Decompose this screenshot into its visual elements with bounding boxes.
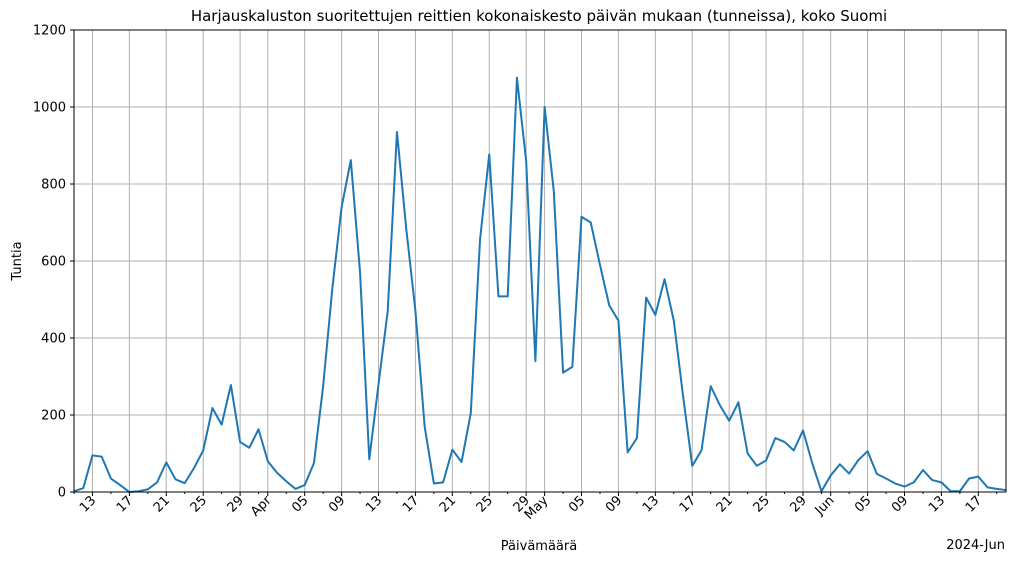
x-tick-label: 13 [363, 493, 385, 515]
x-tick-label: 13 [640, 493, 662, 515]
x-tick-label: 25 [751, 493, 773, 515]
x-tick-label: 21 [151, 493, 173, 515]
x-tick-label: Jun [812, 493, 838, 519]
y-tick-label: 0 [58, 486, 66, 501]
chart-title: Harjauskaluston suoritettujen reittien k… [191, 7, 887, 25]
x-tick-label: 25 [188, 493, 210, 515]
y-tick-label: 400 [41, 332, 66, 347]
x-tick-label: 05 [852, 493, 874, 515]
x-tick-label: Apr [248, 493, 275, 520]
x-tick-label: 17 [400, 493, 422, 515]
x-tick-label: 13 [77, 493, 99, 515]
series-line [73, 76, 1007, 493]
x-tick-label: 05 [566, 493, 588, 515]
y-tick-label: 1200 [33, 24, 66, 39]
x-tick-label: 29 [788, 493, 810, 515]
y-tick-label: 1000 [33, 101, 66, 116]
x-tick-label: 09 [889, 493, 911, 515]
x-axis-label: Päivämäärä [501, 539, 577, 554]
y-axis-label: Tuntia [10, 241, 25, 281]
x-tick-label: 21 [437, 493, 459, 515]
x-tick-label: 09 [603, 493, 625, 515]
x-axis-offset-label: 2024-Jun [946, 538, 1005, 553]
x-tick-label: 25 [474, 493, 496, 515]
x-tick-label: 29 [225, 493, 247, 515]
y-tick-label: 200 [41, 409, 66, 424]
x-tick-label: 17 [677, 493, 699, 515]
x-tick-label: 17 [114, 493, 136, 515]
x-tick-label: 09 [326, 493, 348, 515]
series-layer [73, 76, 1007, 493]
x-tick-label: 05 [289, 493, 311, 515]
x-tick-label: 17 [963, 493, 985, 515]
y-tick-label: 600 [41, 255, 66, 270]
x-tick-label: 13 [926, 493, 948, 515]
grid [74, 29, 1006, 493]
x-tick-label: 21 [714, 493, 736, 515]
y-tick-label: 800 [41, 178, 66, 193]
y-axis: 0 200 400 600 800 1000 1200 [33, 24, 74, 501]
